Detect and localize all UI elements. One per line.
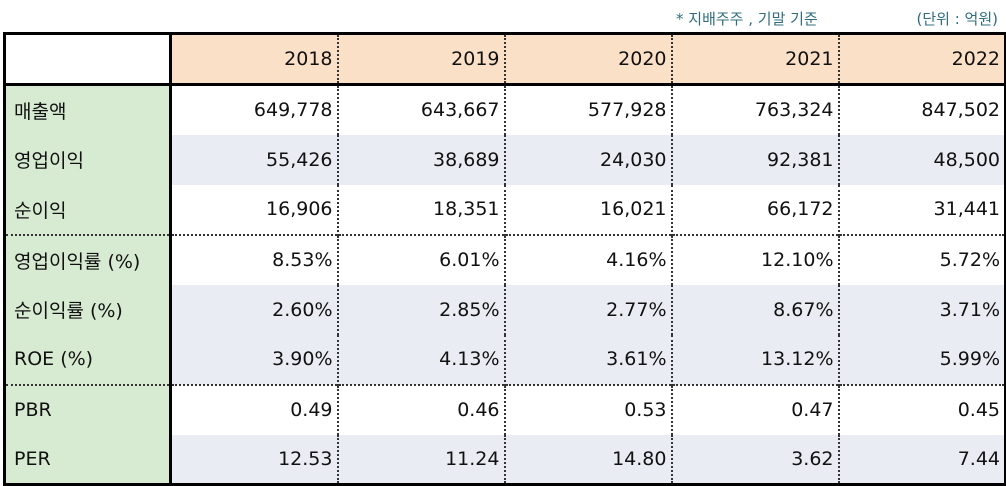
row-label: 매출액 — [3, 84, 172, 135]
table-cell: 2.77% — [504, 284, 673, 335]
table-notes: * 지배주주 , 기말 기준 (단위 : 억원) — [0, 4, 1006, 30]
table-cell: 92,381 — [671, 134, 840, 185]
table-row: ROE (%) 3.90% 4.13% 3.61% 13.12% 5.99% — [3, 334, 1006, 385]
table-cell: 3.62 — [671, 434, 840, 486]
year-header: 2019 — [337, 32, 506, 86]
table-cell: 3.61% — [504, 334, 673, 385]
table-cell: 3.71% — [838, 284, 1006, 335]
table-cell: 48,500 — [838, 134, 1006, 185]
table-cell: 24,030 — [504, 134, 673, 185]
table-cell: 38,689 — [337, 134, 506, 185]
row-label: PBR — [3, 383, 172, 435]
table-cell: 12.53 — [170, 434, 339, 486]
unit-note: (단위 : 억원) — [916, 10, 999, 28]
table-cell: 0.53 — [504, 383, 673, 435]
table-cell: 643,667 — [337, 84, 506, 135]
row-label: 영업이익 — [3, 134, 172, 185]
financial-summary-table: 2018 2019 2020 2021 2022 매출액 649,778 643… — [3, 32, 1006, 486]
table-cell: 16,021 — [504, 184, 673, 235]
table-cell: 66,172 — [671, 184, 840, 235]
table-cell: 55,426 — [170, 134, 339, 185]
table-cell: 0.45 — [838, 383, 1006, 435]
table-cell: 7.44 — [838, 434, 1006, 486]
table-cell: 0.46 — [337, 383, 506, 435]
row-label: PER — [3, 434, 172, 486]
table-cell: 18,351 — [337, 184, 506, 235]
year-header: 2020 — [504, 32, 673, 86]
table-cell: 4.16% — [504, 233, 673, 285]
table-cell: 649,778 — [170, 84, 339, 135]
table-row: PBR 0.49 0.46 0.53 0.47 0.45 — [3, 383, 1006, 435]
table-cell: 5.99% — [838, 334, 1006, 385]
table-row: 순이익 16,906 18,351 16,021 66,172 31,441 — [3, 184, 1006, 235]
table-cell: 847,502 — [838, 84, 1006, 135]
table-row: 매출액 649,778 643,667 577,928 763,324 847,… — [3, 84, 1006, 135]
row-label: 영업이익률 (%) — [3, 233, 172, 285]
table-cell: 8.67% — [671, 284, 840, 335]
table-cell: 13.12% — [671, 334, 840, 385]
table-cell: 11.24 — [337, 434, 506, 486]
row-label: 순이익 — [3, 184, 172, 235]
row-label: ROE (%) — [3, 334, 172, 385]
table-cell: 2.60% — [170, 284, 339, 335]
table-cell: 3.90% — [170, 334, 339, 385]
table-row: 영업이익 55,426 38,689 24,030 92,381 48,500 — [3, 134, 1006, 185]
row-label: 순이익률 (%) — [3, 284, 172, 335]
table-cell: 8.53% — [170, 233, 339, 285]
year-header: 2021 — [671, 32, 840, 86]
table-cell: 6.01% — [337, 233, 506, 285]
table-cell: 2.85% — [337, 284, 506, 335]
header-row: 2018 2019 2020 2021 2022 — [3, 32, 1006, 86]
basis-note: * 지배주주 , 기말 기준 — [676, 10, 818, 28]
table-cell: 31,441 — [838, 184, 1006, 235]
table-cell: 763,324 — [671, 84, 840, 135]
table-cell: 0.49 — [170, 383, 339, 435]
corner-cell — [3, 32, 172, 86]
table-cell: 4.13% — [337, 334, 506, 385]
table-cell: 16,906 — [170, 184, 339, 235]
table-cell: 577,928 — [504, 84, 673, 135]
table-cell: 5.72% — [838, 233, 1006, 285]
table-cell: 12.10% — [671, 233, 840, 285]
table-row: PER 12.53 11.24 14.80 3.62 7.44 — [3, 434, 1006, 486]
table-cell: 0.47 — [671, 383, 840, 435]
year-header: 2022 — [838, 32, 1006, 86]
table-row: 순이익률 (%) 2.60% 2.85% 2.77% 8.67% 3.71% — [3, 284, 1006, 335]
year-header: 2018 — [170, 32, 339, 86]
table-row: 영업이익률 (%) 8.53% 6.01% 4.16% 12.10% 5.72% — [3, 233, 1006, 285]
table-cell: 14.80 — [504, 434, 673, 486]
